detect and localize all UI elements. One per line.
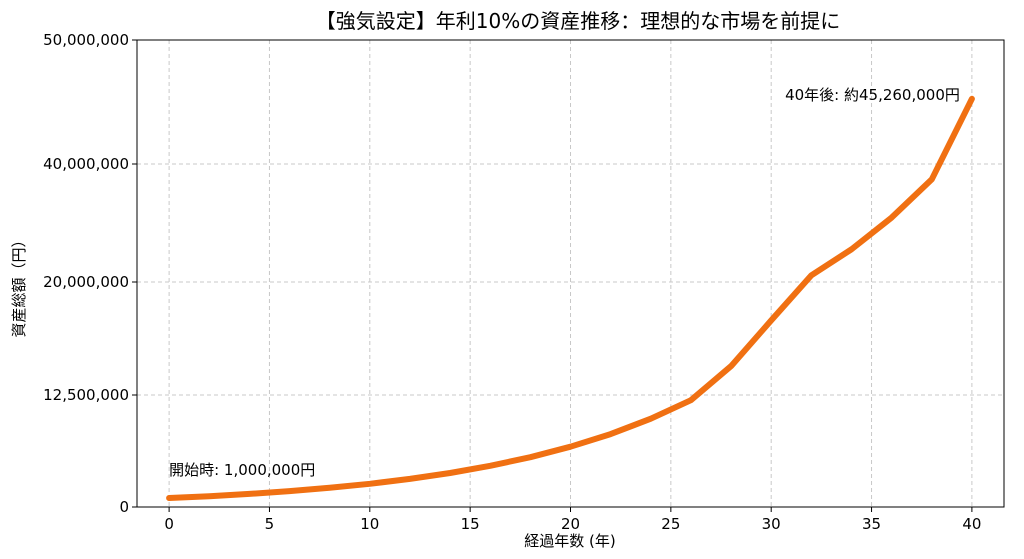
annotation-layer: 開始時: 1,000,000円 40年後: 約45,260,000円	[169, 86, 960, 479]
ticks-layer: 0 5 10 15 20 25 30 35 40 0 12,500,000 20,000,000 40,…	[43, 31, 981, 533]
grid-layer	[137, 39, 1004, 508]
x-tick-label: 35	[862, 515, 881, 533]
y-tick-label: 12,500,000	[43, 386, 129, 404]
x-tick-label: 15	[461, 515, 480, 533]
x-tick-label: 5	[265, 515, 275, 533]
y-tick-label: 20,000,000	[43, 273, 129, 291]
series-layer	[166, 95, 975, 501]
x-tick-label: 10	[360, 515, 379, 533]
y-tick-label: 50,000,000	[43, 31, 129, 49]
chart-title: 【強気設定】年利10%の資産推移：理想的な市場を前提に	[316, 9, 840, 33]
x-tick-label: 40	[962, 515, 981, 533]
y-tick-label: 40,000,000	[43, 155, 129, 173]
start-annotation: 開始時: 1,000,000円	[169, 461, 315, 479]
series-line	[166, 95, 975, 501]
x-tick-label: 30	[762, 515, 781, 533]
end-annotation: 40年後: 約45,260,000円	[785, 86, 960, 104]
x-tick-label: 20	[561, 515, 580, 533]
y-axis-label: 資産総額（円）	[10, 232, 28, 337]
x-axis-label: 経過年数 (年)	[524, 532, 615, 550]
x-tick-label: 25	[661, 515, 680, 533]
y-tick-label: 0	[119, 498, 129, 516]
x-tick-label: 0	[164, 515, 174, 533]
